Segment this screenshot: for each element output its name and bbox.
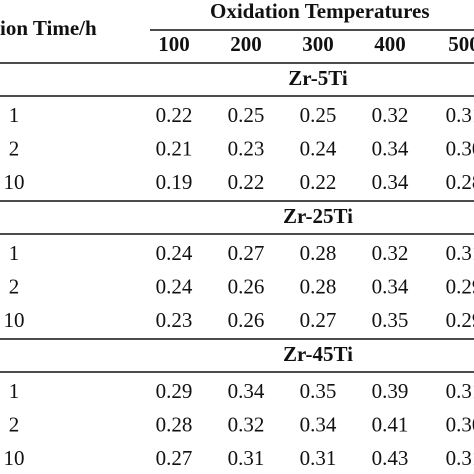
- group-title: Oxidation Temperatures: [210, 0, 430, 23]
- cell: 0.29: [446, 308, 474, 332]
- cell: 0.26: [228, 308, 265, 332]
- time-label: 1: [9, 241, 20, 265]
- cell: 0.31: [446, 446, 474, 470]
- cell: 0.41: [372, 412, 409, 436]
- cell: 0.35: [372, 308, 409, 332]
- group-name: Zr-25Ti: [283, 204, 353, 228]
- cell: 0.34: [372, 274, 409, 298]
- cell: 0.39: [372, 379, 409, 403]
- column-header: 400: [374, 32, 406, 56]
- cell: 0.26: [228, 274, 265, 298]
- cell: 0.30: [446, 412, 474, 436]
- cell: 0.34: [372, 170, 409, 194]
- time-label: 10: [4, 170, 25, 194]
- cell: 0.24: [156, 274, 193, 298]
- cell: 0.22: [228, 170, 265, 194]
- cell: 0.21: [156, 136, 193, 160]
- cell: 0.22: [300, 170, 337, 194]
- time-label: 2: [9, 412, 20, 436]
- time-label: 1: [9, 379, 20, 403]
- cell: 0.32: [372, 103, 409, 127]
- cell: 0.43: [372, 446, 409, 470]
- cell: 0.34: [372, 136, 409, 160]
- cell: 0.25: [228, 103, 265, 127]
- time-label: 10: [4, 308, 25, 332]
- column-header: 500: [448, 32, 474, 56]
- cell: 0.35: [300, 379, 337, 403]
- column-header: 200: [230, 32, 262, 56]
- cell: 0.27: [300, 308, 337, 332]
- cell: 0.31: [228, 446, 265, 470]
- cell: 0.19: [156, 170, 193, 194]
- cell: 0.24: [156, 241, 193, 265]
- cell: 0.31: [446, 103, 474, 127]
- row-title: ion Time/h: [0, 16, 97, 40]
- group-name: Zr-5Ti: [288, 66, 348, 90]
- time-label: 2: [9, 136, 20, 160]
- cell: 0.27: [156, 446, 193, 470]
- cell: 0.34: [228, 379, 265, 403]
- cell: 0.32: [228, 412, 265, 436]
- cell: 0.34: [300, 412, 337, 436]
- cell: 0.25: [300, 103, 337, 127]
- column-header: 300: [302, 32, 334, 56]
- cell: 0.28: [300, 274, 337, 298]
- cell: 0.28: [300, 241, 337, 265]
- cell: 0.31: [446, 241, 474, 265]
- cell: 0.31: [446, 379, 474, 403]
- group-name: Zr-45Ti: [283, 342, 353, 366]
- cell: 0.32: [372, 241, 409, 265]
- cell: 0.29: [446, 274, 474, 298]
- cell: 0.31: [300, 446, 337, 470]
- cell: 0.27: [228, 241, 265, 265]
- cell: 0.23: [228, 136, 265, 160]
- time-label: 1: [9, 103, 20, 127]
- cell: 0.24: [300, 136, 337, 160]
- cell: 0.29: [156, 379, 193, 403]
- time-label: 2: [9, 274, 20, 298]
- cell: 0.28: [156, 412, 193, 436]
- cell: 0.22: [156, 103, 193, 127]
- cell: 0.28: [446, 170, 474, 194]
- column-header: 100: [158, 32, 190, 56]
- time-label: 10: [4, 446, 25, 470]
- cell: 0.30: [446, 136, 474, 160]
- cell: 0.23: [156, 308, 193, 332]
